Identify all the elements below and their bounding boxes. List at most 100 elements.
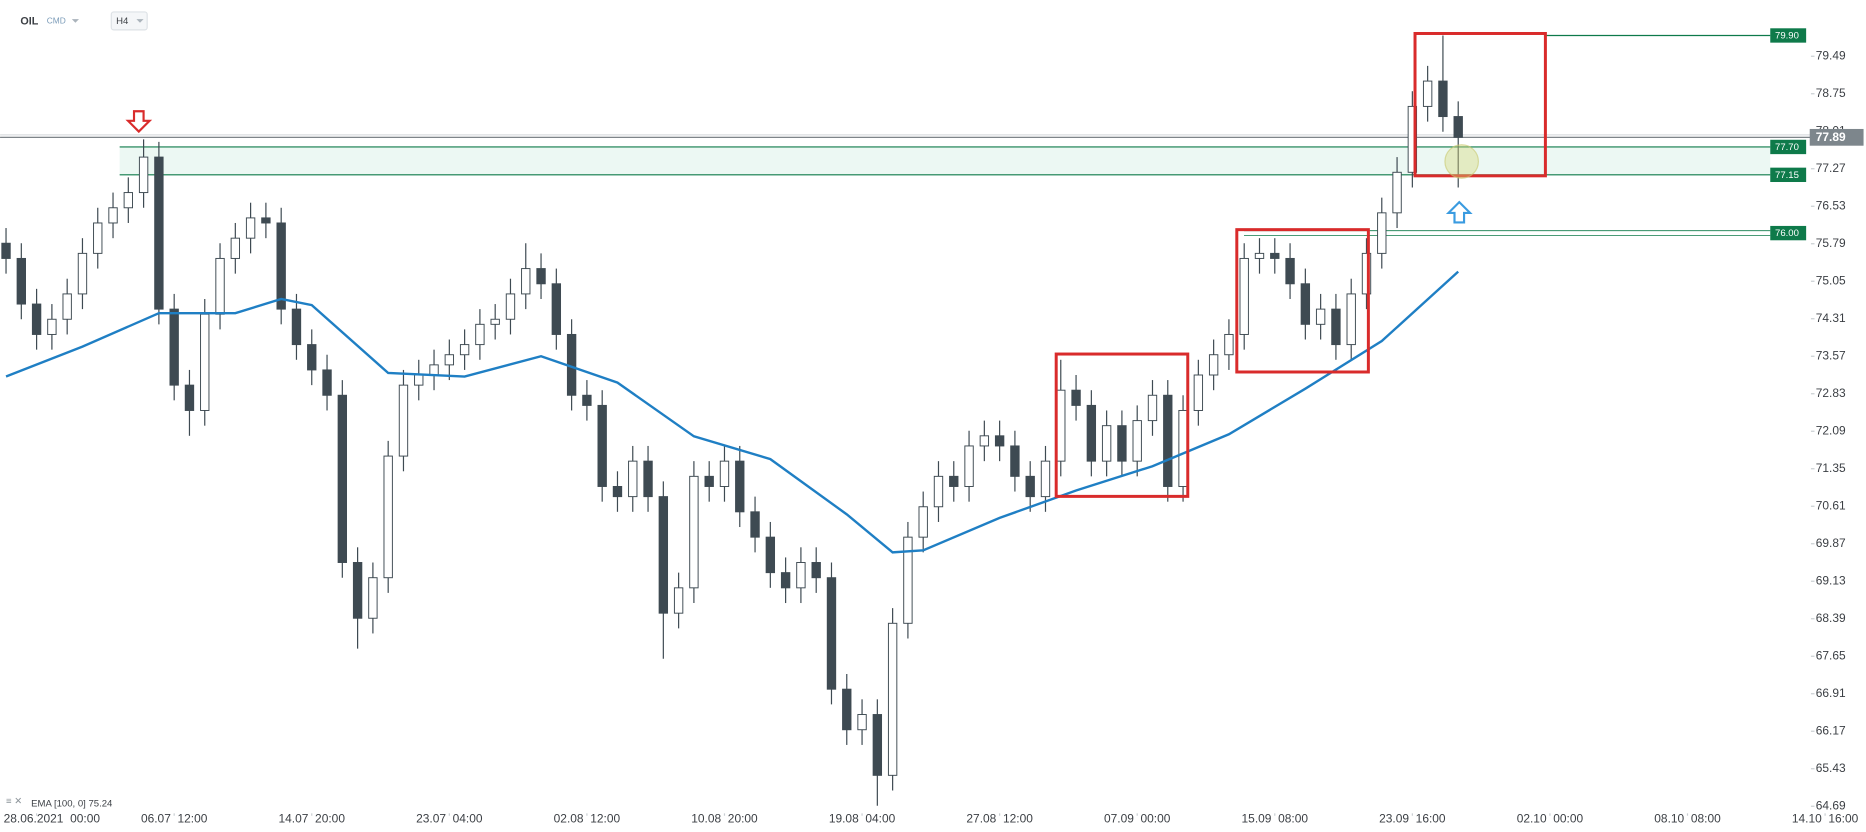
candle-body: [444, 354, 455, 366]
y-tick-label: 71.35: [1816, 461, 1846, 475]
last-price-badge: [1809, 128, 1864, 146]
x-tick-label: 06.07 12:00: [141, 811, 208, 825]
indicator-icons[interactable]: ≡ ✕: [6, 796, 22, 807]
candle-body: [551, 283, 562, 335]
candle-body: [398, 384, 409, 457]
candle-body: [108, 207, 118, 224]
candle-body: [215, 257, 225, 315]
candle-body: [414, 374, 424, 386]
highlight-circle: [1444, 144, 1480, 179]
x-tick-label: 07.09 00:00: [1104, 811, 1171, 825]
y-tick-label: 73.57: [1816, 348, 1846, 362]
candle-body: [93, 222, 103, 254]
candle-body: [949, 475, 959, 487]
candle-body: [719, 460, 730, 487]
candle-body: [521, 268, 531, 295]
candle-body: [1071, 389, 1081, 406]
interval[interactable]: H4: [116, 16, 129, 27]
candle-body: [352, 562, 363, 619]
x-tick-label: 02.08 12:00: [554, 811, 621, 825]
candle-body: [47, 318, 57, 335]
candle-body: [184, 384, 195, 411]
candle-body: [1086, 404, 1097, 462]
level-badge: [1770, 167, 1807, 183]
candle-body: [673, 587, 684, 614]
candle-body: [765, 536, 776, 574]
x-tick-label: 14.10 16:00: [1792, 811, 1859, 825]
candle-body: [291, 308, 302, 346]
candle-body: [1, 242, 11, 259]
x-tick-label: 14.07 20:00: [279, 811, 346, 825]
candle-body: [1407, 105, 1418, 173]
highlight-box: [1054, 352, 1190, 498]
candle-body: [337, 394, 348, 563]
candle-body: [1438, 80, 1448, 118]
candle-body: [429, 364, 439, 376]
candle-body: [322, 369, 332, 396]
support-zone: [119, 146, 1771, 175]
candle-body: [276, 222, 286, 310]
arrow-down: [125, 110, 153, 134]
candle-body: [1025, 475, 1035, 498]
candle-body: [307, 344, 317, 371]
candle-body: [1239, 257, 1249, 335]
x-tick-label: 02.10 00:00: [1517, 811, 1584, 825]
candle-body: [872, 714, 883, 776]
candle-body: [1010, 445, 1020, 477]
dropdown-icon[interactable]: [71, 19, 79, 23]
candle-body: [475, 323, 485, 346]
highlight-box: [1413, 31, 1547, 178]
instrument-class[interactable]: CMD: [47, 16, 66, 26]
candle-body: [459, 344, 470, 356]
level-label: 77.15: [1775, 170, 1799, 181]
y-tick-label: 72.09: [1816, 423, 1846, 437]
dropdown-icon[interactable]: [136, 19, 144, 23]
x-tick-label: 19.08 04:00: [829, 811, 896, 825]
candle-body: [1178, 409, 1188, 487]
arrow-up: [1445, 200, 1473, 224]
candle-body: [826, 577, 837, 690]
candle-body: [1224, 333, 1234, 356]
candle-body: [1056, 389, 1066, 462]
candle-body: [643, 460, 653, 498]
candle-body: [796, 562, 806, 589]
y-tick-label: 76.53: [1816, 198, 1846, 212]
y-tick-label: 68.39: [1816, 611, 1846, 625]
level-label: 76.00: [1775, 228, 1799, 239]
x-tick-label: 08.10 08:00: [1654, 811, 1721, 825]
candle-body: [1422, 80, 1433, 107]
candle-body: [123, 192, 134, 209]
candle-body: [77, 252, 88, 295]
candle-body: [505, 293, 516, 320]
y-tick-label: 66.17: [1816, 723, 1846, 737]
candle-body: [200, 313, 210, 411]
indicator-label: EMA [100, 0] 75.24: [31, 798, 113, 809]
y-tick-label: 79.49: [1816, 48, 1846, 62]
y-tick-label: 77.27: [1816, 161, 1846, 175]
last-price-label: 77.89: [1816, 130, 1846, 144]
candle-body: [1331, 308, 1341, 346]
candle-body: [1315, 308, 1326, 325]
candle-body: [1346, 293, 1356, 346]
candle-body: [1300, 283, 1311, 325]
interval-button[interactable]: [110, 11, 148, 31]
candle-body: [1361, 252, 1372, 295]
candle-body: [628, 460, 638, 498]
candle-body: [918, 506, 928, 538]
candle-body: [368, 577, 378, 619]
candle-body: [245, 217, 256, 239]
candle-body: [138, 156, 149, 194]
y-tick-label: 69.13: [1816, 573, 1846, 587]
candle-body: [612, 486, 623, 498]
x-tick-label: 23.09 16:00: [1379, 811, 1446, 825]
candle-body: [658, 496, 669, 614]
candle-body: [1163, 394, 1173, 487]
candle-body: [994, 435, 1005, 447]
level-label: 79.90: [1775, 31, 1799, 42]
candle-body: [16, 257, 26, 305]
candle-body: [31, 303, 42, 335]
candle-body: [842, 688, 852, 731]
candle-body: [1040, 460, 1051, 498]
candle-body: [1285, 257, 1295, 285]
